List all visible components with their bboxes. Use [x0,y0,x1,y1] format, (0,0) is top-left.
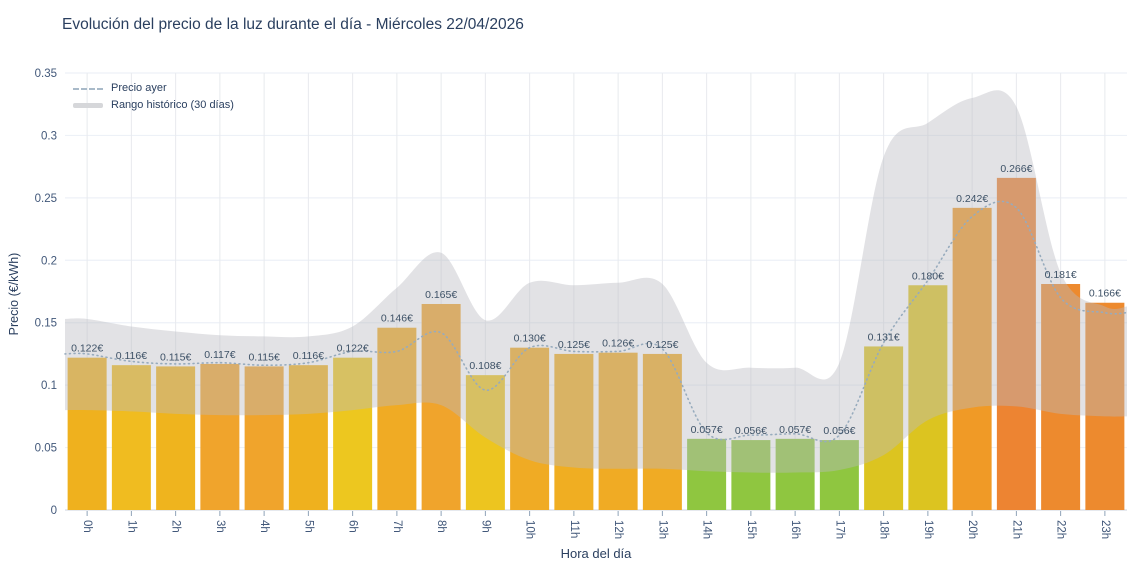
bar-value-label: 0.056€ [735,425,767,437]
bar-value-label: 0.181€ [1045,269,1077,281]
y-tick-label: 0.15 [35,318,57,330]
bar-value-label: 0.242€ [956,193,988,205]
bar-value-label: 0.266€ [1000,163,1032,175]
bar-22h[interactable] [1041,284,1081,510]
dashed-line-swatch-icon [73,87,103,90]
bar-value-label: 0.116€ [293,350,324,362]
x-tick-label: 19h [922,520,934,539]
bar-17h[interactable] [819,440,859,510]
bar-value-label: 0.122€ [337,343,369,355]
x-tick-label: 12h [612,520,624,539]
x-tick-label: 5h [302,520,314,533]
bar-11h[interactable] [554,353,594,510]
bar-0h[interactable] [67,357,107,510]
x-tick-label: 4h [258,520,270,533]
bar-value-label: 0.115€ [160,351,191,363]
legend-label-rango-historico: Rango histórico (30 días) [111,99,234,111]
bar-20h[interactable] [952,207,992,511]
legend: Precio ayer Rango histórico (30 días) [73,80,234,114]
bar-2h[interactable] [156,366,196,510]
x-tick-label: 17h [833,520,845,539]
x-tick-label: 23h [1099,520,1111,539]
bar-value-label: 0.131€ [868,331,900,343]
x-tick-label: 16h [789,520,801,539]
bar-12h[interactable] [598,352,638,510]
chart-title: Evolución del precio de la luz durante e… [62,16,524,33]
bar-3h[interactable] [200,363,240,510]
bar-value-label: 0.146€ [381,313,413,325]
legend-label-precio-ayer: Precio ayer [111,82,167,94]
x-tick-label: 9h [479,520,491,533]
bar-value-label: 0.057€ [691,424,723,436]
y-tick-label: 0 [51,505,57,517]
y-tick-label: 0.3 [41,130,57,142]
bar-value-label: 0.180€ [912,270,944,282]
x-tick-label: 13h [656,520,668,539]
x-tick-label: 18h [878,520,890,539]
bar-14h[interactable] [687,438,727,510]
y-tick-label: 0.35 [35,68,57,80]
bar-value-label: 0.125€ [646,339,678,351]
bar-23h[interactable] [1085,302,1125,510]
x-tick-label: 3h [214,520,226,533]
bar-13h[interactable] [642,353,682,510]
bar-value-label: 0.057€ [779,424,811,436]
x-tick-label: 20h [966,520,978,539]
x-axis-title: Hora del día [560,546,632,561]
bar-value-label: 0.130€ [514,333,546,345]
bar-value-label: 0.165€ [425,289,457,301]
legend-item-precio-ayer[interactable]: Precio ayer [73,80,234,97]
historical-range-band [65,90,1127,473]
x-tick-label: 1h [125,520,137,533]
bar-value-label: 0.166€ [1089,288,1121,300]
y-tick-label: 0.2 [41,255,57,267]
bar-19h[interactable] [908,285,948,510]
bar-value-label: 0.056€ [823,425,855,437]
y-tick-label: 0.25 [35,193,57,205]
bar-1h[interactable] [111,365,151,510]
bar-value-label: 0.115€ [248,351,279,363]
x-tick-label: 0h [81,520,93,533]
legend-item-rango-historico[interactable]: Rango histórico (30 días) [73,97,234,114]
x-tick-label: 8h [435,520,447,533]
x-tick-label: 14h [701,520,713,539]
bar-value-label: 0.122€ [71,343,103,355]
x-tick-label: 11h [568,520,580,538]
bar-15h[interactable] [731,440,771,510]
bar-4h[interactable] [244,366,284,510]
bar-value-label: 0.125€ [558,339,590,351]
y-tick-label: 0.1 [41,380,57,392]
bar-10h[interactable] [510,347,550,510]
x-tick-label: 6h [347,520,359,533]
band-swatch-icon [73,103,103,108]
bar-6h[interactable] [333,357,373,510]
bar-8h[interactable] [421,303,461,510]
y-tick-label: 0.05 [35,443,57,455]
y-axis-title: Precio (€/kWh) [7,252,21,336]
x-tick-label: 2h [170,520,182,533]
bar-9h[interactable] [465,375,505,510]
x-tick-label: 22h [1055,520,1067,539]
bar-value-label: 0.116€ [116,350,147,362]
bar-5h[interactable] [288,365,328,510]
bar-value-label: 0.126€ [602,338,634,350]
bar-16h[interactable] [775,438,815,510]
bar-18h[interactable] [864,346,904,510]
x-tick-label: 10h [524,520,536,539]
yesterday-price-line [64,200,1128,443]
bar-7h[interactable] [377,327,417,510]
bar-21h[interactable] [996,177,1036,510]
x-tick-label: 15h [745,520,757,539]
bar-value-label: 0.117€ [204,349,235,361]
x-tick-label: 21h [1010,520,1022,539]
x-tick-label: 7h [391,520,403,533]
bar-value-label: 0.108€ [469,360,501,372]
